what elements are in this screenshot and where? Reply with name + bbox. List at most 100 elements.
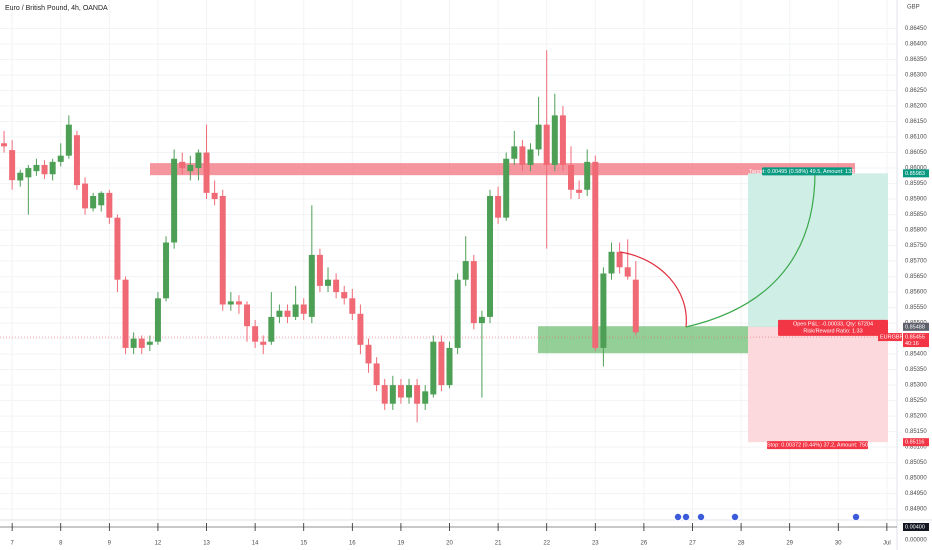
candle-body	[349, 298, 356, 314]
candle-body	[163, 242, 170, 299]
candle-body	[25, 168, 32, 178]
event-icon[interactable]	[682, 513, 691, 522]
candle-body	[235, 301, 242, 305]
y-tick-label: 0.85000	[905, 476, 927, 482]
candle-body	[503, 158, 510, 218]
candle-body	[17, 172, 24, 181]
y-tick-label: 0.86350	[905, 57, 927, 63]
x-tick-label: Jul	[883, 541, 891, 547]
candle-body	[308, 254, 315, 317]
y-tick-label: 0.85900	[905, 197, 927, 203]
y-tick-label: 0.85800	[905, 228, 927, 234]
candle-body	[130, 338, 137, 348]
y-tick-label: 0.85150	[905, 429, 927, 435]
candle-body	[292, 304, 299, 317]
candle-body	[446, 347, 453, 386]
candle-body	[430, 341, 437, 395]
candle-body	[211, 192, 218, 200]
target-price-tag-box	[903, 169, 929, 178]
drawings: Target: 0.00495 (0.58%) 49.5, Amount: 13…	[619, 167, 888, 450]
candle-body	[624, 267, 631, 277]
candle-body	[325, 279, 332, 286]
candle-body	[543, 124, 550, 165]
candle-body	[284, 310, 291, 317]
candle-body	[397, 385, 404, 398]
y-tick-label: 0.85400	[905, 352, 927, 358]
entry-price-tag-box	[903, 322, 929, 331]
candle-body	[535, 124, 542, 150]
y-tick-label: 0.85700	[905, 259, 927, 265]
event-icons	[674, 513, 861, 522]
symbol-tag: EURGBP	[880, 335, 904, 341]
y-tick-label: 0.86250	[905, 88, 927, 94]
candle-body	[576, 189, 583, 193]
x-tick-label: 26	[641, 541, 648, 547]
event-icon[interactable]	[674, 513, 683, 522]
x-tick-label: 23	[592, 541, 599, 547]
symbol-tag-box	[878, 333, 902, 342]
stop-label-box	[767, 441, 868, 450]
candle-body	[365, 344, 372, 364]
y-tick-label: 0.85550	[905, 305, 927, 311]
candle-body	[114, 217, 121, 280]
candle-body	[276, 310, 283, 317]
candle-body	[632, 279, 639, 333]
last-price-tag-box	[903, 333, 929, 348]
indicator-tick: 0.00000	[905, 538, 927, 544]
candle-body	[244, 304, 251, 327]
candle-body	[73, 135, 80, 186]
x-tick-label: 20	[446, 541, 453, 547]
candle-body	[138, 338, 145, 348]
y-tick-label: 0.86200	[905, 104, 927, 110]
candle-body	[1, 143, 8, 147]
event-icon[interactable]	[852, 513, 861, 522]
profit-area	[748, 173, 888, 327]
target-label-box	[762, 167, 852, 176]
candle-body	[414, 385, 421, 404]
candle-body	[357, 313, 364, 345]
y-tick-label: 0.86150	[905, 119, 927, 125]
candle-body	[559, 115, 566, 165]
indicator-tag-box	[903, 523, 929, 531]
y-tick-label: 0.85300	[905, 383, 927, 389]
x-tick-label: 7	[10, 541, 14, 547]
candle-body	[454, 279, 461, 348]
event-icon[interactable]	[697, 513, 706, 522]
candle-body	[316, 254, 323, 286]
candle-body	[41, 164, 48, 175]
y-tick-label: 0.85650	[905, 274, 927, 280]
projection-curve	[685, 171, 816, 328]
candle-body	[551, 115, 558, 165]
y-tick-label: 0.84900	[905, 507, 927, 513]
x-tick-label: 13	[203, 541, 210, 547]
axes: 0.86450 0.86400 0.86350 0.86300 0.86250 0.862…	[10, 26, 929, 547]
target-price-tag: 0.85983	[905, 171, 925, 177]
y-tick-label: 0.86300	[905, 73, 927, 79]
candle-body	[584, 161, 591, 190]
event-icon[interactable]	[731, 513, 740, 522]
candle-body	[519, 146, 526, 165]
candle-body	[252, 326, 259, 342]
candle-body	[438, 341, 445, 386]
y-tick-label: 0.85100	[905, 445, 927, 451]
candle-body	[389, 385, 396, 404]
candles	[1, 50, 639, 423]
x-tick-label: 16	[349, 541, 356, 547]
target-label: Target: 0.00495 (0.58%) 49.5, Amount: 13…	[749, 169, 865, 175]
x-tick-label: 27	[689, 541, 696, 547]
x-tick-label: 28	[738, 541, 745, 547]
y-tick-label: 0.85750	[905, 243, 927, 249]
candle-body	[381, 385, 388, 404]
candle-body	[600, 273, 607, 348]
stop-label: Stop: 0.00372 (0.44%) 37.2, Amount: 750	[767, 443, 868, 449]
y-tick-label: 0.86050	[905, 150, 927, 156]
y-tick-label: 0.85600	[905, 290, 927, 296]
candle-body	[203, 152, 210, 193]
x-tick-label: 19	[398, 541, 405, 547]
candle-body	[195, 152, 202, 169]
candle-body	[616, 251, 623, 268]
candle-body	[495, 195, 502, 218]
y-tick-label: 0.86100	[905, 135, 927, 141]
candle-body	[179, 161, 186, 169]
resistance-zone	[150, 163, 855, 176]
